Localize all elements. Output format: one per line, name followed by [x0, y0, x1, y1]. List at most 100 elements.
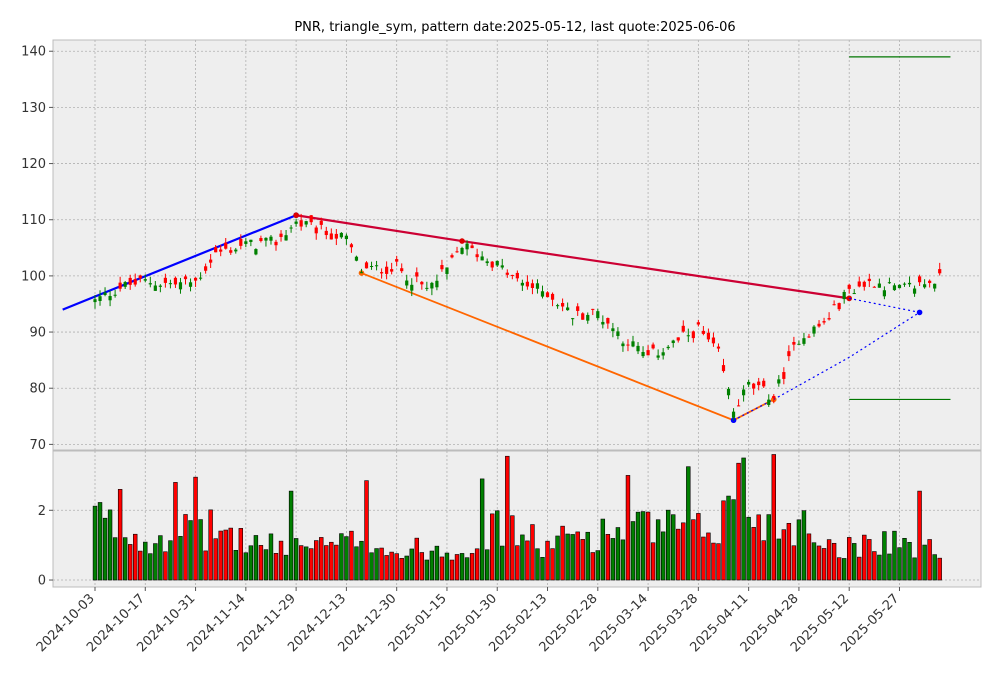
candle-body [103, 292, 107, 295]
candle-body [405, 280, 409, 286]
candle-body [912, 288, 917, 294]
candle-body [475, 254, 479, 258]
volume-bar [354, 546, 359, 581]
volume-bar [344, 536, 349, 581]
candle-body [269, 236, 273, 241]
volume-bar [877, 554, 882, 581]
candle-body [631, 341, 635, 347]
volume-bar [374, 548, 379, 581]
volume-bar [449, 559, 455, 581]
volume-bar [464, 557, 470, 581]
candle-body [224, 242, 228, 249]
candle-body [249, 239, 253, 243]
volume-bar [751, 527, 756, 581]
volume-bar [857, 556, 862, 581]
candle-body [907, 282, 912, 285]
candle-body [259, 238, 263, 241]
volume-bar [314, 540, 319, 581]
candle-body [928, 280, 932, 284]
volume-bar [107, 509, 113, 581]
candle-body [827, 318, 831, 320]
volume-bar [117, 489, 123, 581]
candle-body [646, 350, 650, 356]
price-panel [52, 39, 982, 451]
volume-bar [816, 545, 822, 581]
candle-body [510, 274, 514, 276]
candle-body [731, 411, 736, 418]
candle-body [792, 341, 796, 345]
candle-body [123, 282, 127, 287]
volume-bar [394, 553, 399, 581]
candle-body [440, 265, 444, 270]
candle-body [193, 277, 198, 281]
candle-body [108, 296, 112, 301]
candle-body [460, 247, 464, 254]
volume-bar [253, 535, 259, 581]
volume-bar [801, 510, 807, 581]
volume-tick-label: 0 [38, 574, 46, 589]
candle-body [787, 351, 791, 357]
volume-bar [932, 554, 937, 581]
volume-bar [495, 510, 500, 581]
volume-bar [635, 511, 641, 581]
candle-body [445, 267, 449, 274]
candle-body [812, 326, 816, 334]
volume-bar [836, 557, 842, 581]
candle-body [385, 266, 389, 274]
candle-body [721, 365, 726, 372]
volume-bar [178, 536, 183, 581]
volume-bar [907, 542, 912, 581]
volume-bar [650, 542, 656, 581]
volume-bar [112, 537, 118, 581]
volume-bar [605, 534, 611, 581]
candle-body [696, 322, 700, 325]
volume-bar [434, 545, 440, 581]
candle-body [802, 338, 806, 344]
candle-body [852, 293, 856, 295]
candle-body [892, 285, 897, 291]
volume-bar [892, 530, 897, 581]
candle-body [168, 283, 173, 285]
volume-bar [846, 537, 852, 581]
volume-bar [776, 538, 782, 581]
volume-bar [620, 539, 626, 581]
candle-body [455, 251, 459, 253]
candle-body [862, 281, 866, 287]
candle-body [450, 255, 454, 258]
volume-bar [173, 482, 178, 581]
candle-body [661, 352, 665, 356]
candle-body [772, 395, 776, 399]
candle-body [410, 284, 414, 291]
candle-body [576, 306, 580, 311]
candle-body [294, 221, 298, 224]
candle-body [334, 233, 338, 239]
volume-bar [479, 478, 485, 581]
candle-body [374, 265, 379, 267]
y-tick-label: 140 [21, 45, 46, 60]
candle-body [676, 337, 680, 341]
volume-series [92, 454, 942, 581]
volume-bar [681, 522, 686, 581]
volume-bar [595, 550, 601, 581]
y-tick-label: 100 [21, 269, 46, 284]
volume-bar [263, 549, 269, 581]
candle-body [515, 272, 519, 279]
volume-bar [731, 499, 736, 581]
candle-body [188, 282, 193, 287]
volume-bar [806, 533, 812, 581]
volume-bar [298, 545, 304, 581]
volume-bar [761, 540, 766, 581]
volume-bar [550, 548, 555, 581]
candle-body [545, 292, 550, 298]
candle-body [490, 261, 494, 268]
volume-bar [590, 552, 595, 581]
candle-body [641, 352, 645, 357]
volume-bar [565, 533, 570, 581]
y-tick-label: 70 [29, 438, 46, 453]
volume-bar [258, 545, 264, 581]
candle-body [611, 328, 615, 332]
volume-bar [746, 516, 751, 581]
candle-body [897, 284, 902, 289]
candle-body [183, 276, 188, 280]
volume-bar [168, 540, 173, 581]
